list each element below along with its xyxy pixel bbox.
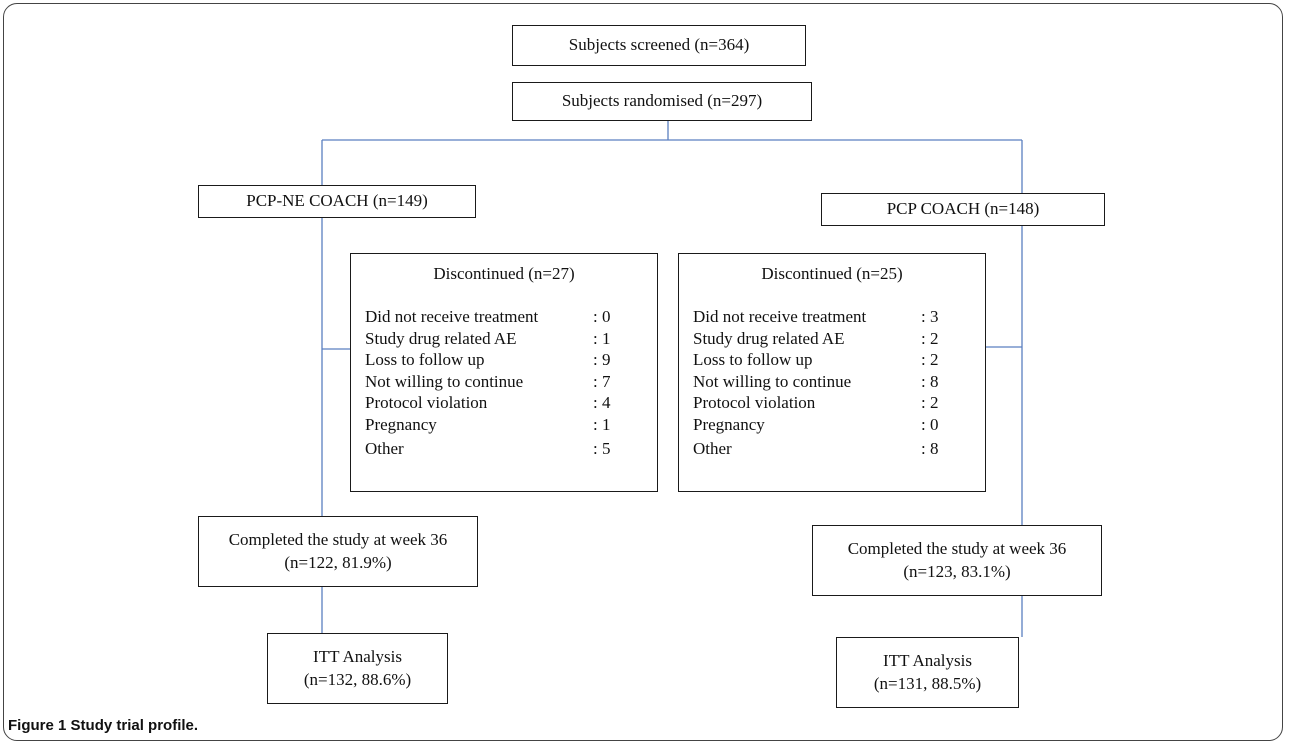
right-row-label: Study drug related AE xyxy=(693,328,845,348)
left-row-label: Loss to follow up xyxy=(365,350,485,369)
left-row-label: Not willing to continue xyxy=(365,371,524,391)
right-row-value: : 2 xyxy=(921,350,939,369)
randomised-label: Subjects randomised (n=297) xyxy=(561,91,763,111)
right-arm-label: PCP COACH (n=148) xyxy=(886,199,1040,219)
left-arm-box: PCP-NE COACH (n=149) xyxy=(198,185,476,218)
right-completed-line2: (n=123, 83.1%) xyxy=(903,561,1011,581)
right-itt-line1: ITT Analysis xyxy=(883,650,972,670)
left-arm-label: PCP-NE COACH (n=149) xyxy=(246,191,428,211)
left-row-value: : 1 xyxy=(593,414,611,434)
caption-label: Figure 1 xyxy=(8,717,67,734)
left-row-label: Pregnancy xyxy=(365,414,437,434)
left-row-label: Other xyxy=(365,439,404,458)
right-row-value: : 8 xyxy=(921,439,939,458)
left-discontinued-row: Not willing to continue : 7 xyxy=(365,371,643,393)
right-row-label: Pregnancy xyxy=(693,414,765,434)
left-itt-line1: ITT Analysis xyxy=(313,646,402,666)
right-discontinued-box: Discontinued (n=25) Did not receive trea… xyxy=(678,253,986,492)
left-discontinued-title: Discontinued (n=27) xyxy=(433,264,575,283)
left-row-label: Did not receive treatment xyxy=(365,307,539,326)
right-row-value: : 0 xyxy=(921,414,939,434)
left-discontinued-row: Did not receive treatment : 0 xyxy=(365,306,643,328)
right-row-label: Other xyxy=(693,439,732,458)
left-row-value: : 4 xyxy=(593,393,611,412)
right-completed-line1: Completed the study at week 36 xyxy=(847,538,1067,558)
right-itt-line2: (n=131, 88.5%) xyxy=(873,673,982,693)
left-discontinued-box: Discontinued (n=27) Did not receive trea… xyxy=(350,253,658,492)
left-discontinued-row: Pregnancy : 1 xyxy=(365,414,643,436)
left-row-label: Protocol violation xyxy=(365,393,488,412)
screened-label: Subjects screened (n=364) xyxy=(568,35,750,55)
left-row-label: Study drug related AE xyxy=(365,328,517,348)
right-row-value: : 3 xyxy=(921,307,939,326)
right-row-label: Did not receive treatment xyxy=(693,307,867,326)
left-row-value: : 7 xyxy=(593,371,611,391)
right-discontinued-row: Protocol violation : 2 xyxy=(693,392,971,414)
right-arm-box: PCP COACH (n=148) xyxy=(821,193,1105,226)
right-row-label: Loss to follow up xyxy=(693,350,813,369)
right-row-value: : 2 xyxy=(921,328,939,348)
right-discontinued-row: Not willing to continue : 8 xyxy=(693,371,971,393)
left-row-value: : 9 xyxy=(593,350,611,369)
figure-caption: Figure 1 Study trial profile. xyxy=(8,717,198,734)
right-discontinued-row: Loss to follow up : 2 xyxy=(693,349,971,371)
right-row-value: : 8 xyxy=(921,371,939,391)
left-discontinued-row: Other : 5 xyxy=(365,438,643,460)
right-row-label: Protocol violation xyxy=(693,393,816,412)
left-row-value: : 1 xyxy=(593,328,611,348)
right-row-value: : 2 xyxy=(921,393,939,412)
right-discontinued-row: Study drug related AE : 2 xyxy=(693,328,971,350)
left-completed-box: Completed the study at week 36 (n=122, 8… xyxy=(198,516,478,587)
left-row-value: : 5 xyxy=(593,439,611,458)
left-completed-line1: Completed the study at week 36 xyxy=(228,529,448,549)
left-row-value: : 0 xyxy=(593,307,611,326)
left-discontinued-row: Protocol violation : 4 xyxy=(365,392,643,414)
screened-box: Subjects screened (n=364) xyxy=(512,25,806,66)
right-completed-box: Completed the study at week 36 (n=123, 8… xyxy=(812,525,1102,596)
left-itt-line2: (n=132, 88.6%) xyxy=(303,669,412,689)
left-itt-box: ITT Analysis (n=132, 88.6%) xyxy=(267,633,448,704)
right-itt-box: ITT Analysis (n=131, 88.5%) xyxy=(836,637,1019,708)
randomised-box: Subjects randomised (n=297) xyxy=(512,82,812,121)
left-discontinued-row: Loss to follow up : 9 xyxy=(365,349,643,371)
right-row-label: Not willing to continue xyxy=(693,371,852,391)
left-completed-line2: (n=122, 81.9%) xyxy=(284,552,392,572)
right-discontinued-title: Discontinued (n=25) xyxy=(761,264,903,283)
caption-text: Study trial profile. xyxy=(70,717,199,734)
left-discontinued-row: Study drug related AE : 1 xyxy=(365,328,643,350)
right-discontinued-row: Did not receive treatment : 3 xyxy=(693,306,971,328)
right-discontinued-row: Pregnancy : 0 xyxy=(693,414,971,436)
right-discontinued-row: Other : 8 xyxy=(693,438,971,460)
